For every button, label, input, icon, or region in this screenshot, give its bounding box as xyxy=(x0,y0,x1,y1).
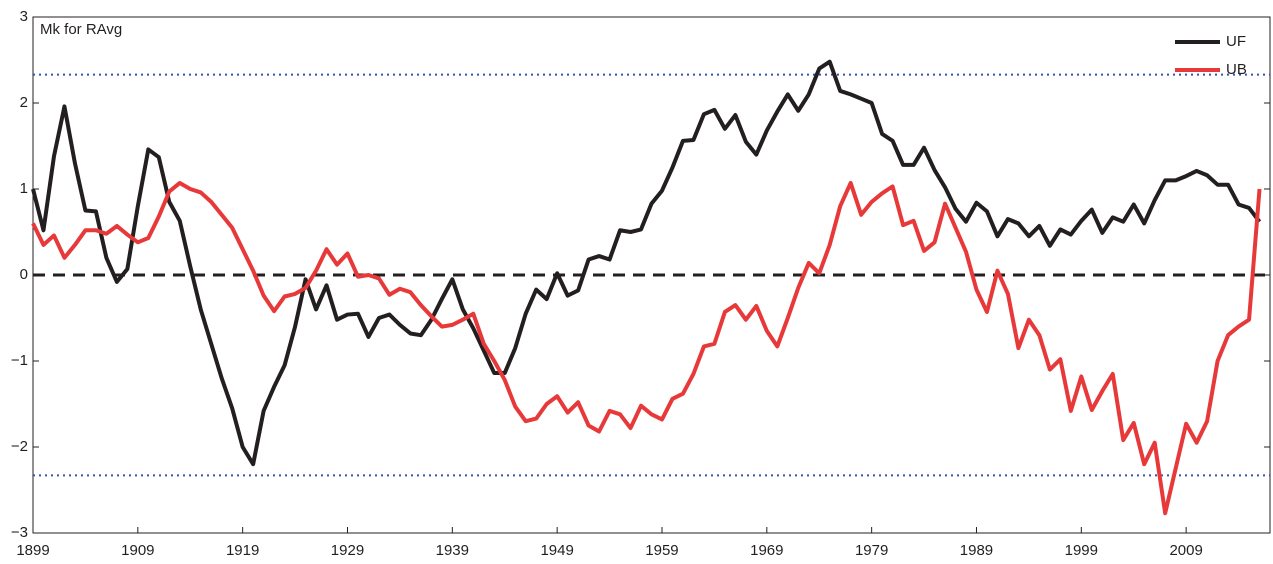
x-tick-label: 1899 xyxy=(16,542,49,559)
y-tick-label: 0 xyxy=(20,266,28,283)
legend-label: UB xyxy=(1226,61,1247,78)
x-tick-label: 2009 xyxy=(1169,542,1202,559)
x-tick-label: 1939 xyxy=(436,542,469,559)
x-tick-label: 1979 xyxy=(855,542,888,559)
x-tick-label: 1949 xyxy=(540,542,573,559)
y-tick-label: 2 xyxy=(20,94,28,111)
y-tick-label: −1 xyxy=(11,352,28,369)
x-tick-label: 1929 xyxy=(331,542,364,559)
x-tick-label: 1989 xyxy=(960,542,993,559)
x-tick-label: 1919 xyxy=(226,542,259,559)
x-tick-label: 1999 xyxy=(1065,542,1098,559)
x-tick-label: 1909 xyxy=(121,542,154,559)
series-line xyxy=(31,180,1262,516)
y-tick-label: −2 xyxy=(11,438,28,455)
x-tick-label: 1969 xyxy=(750,542,783,559)
y-tick-label: 3 xyxy=(20,8,28,25)
y-tick-label: −3 xyxy=(11,524,28,541)
series-line xyxy=(31,59,1262,467)
x-tick-label: 1959 xyxy=(645,542,678,559)
annotation: Mk for RAvg xyxy=(40,21,122,38)
legend-label: UF xyxy=(1226,33,1246,50)
y-tick-label: 1 xyxy=(20,180,28,197)
